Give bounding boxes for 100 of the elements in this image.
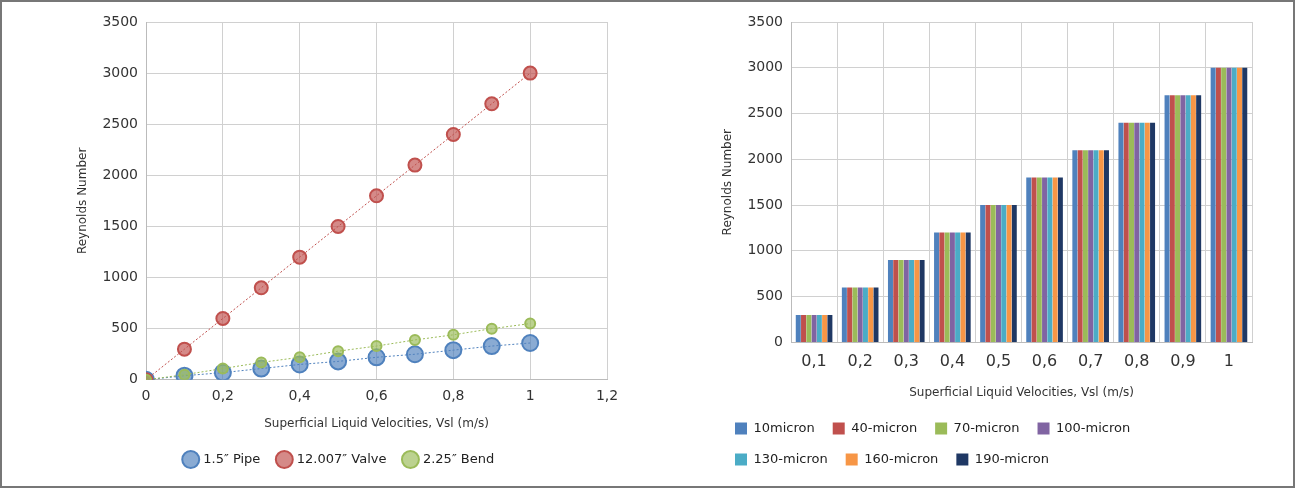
bar: [1072, 150, 1078, 342]
bar: [1180, 95, 1186, 342]
point: [176, 341, 192, 357]
bar: [1226, 67, 1232, 342]
y-tick-label: 3500: [102, 12, 139, 29]
point: [370, 340, 383, 353]
bar: [1169, 95, 1175, 342]
bar: [811, 314, 817, 342]
point: [253, 280, 269, 296]
bar: [1011, 205, 1017, 342]
bar: [1185, 95, 1191, 342]
y-tick-label: 500: [111, 319, 139, 336]
bar: [1031, 177, 1037, 342]
bar: [847, 287, 853, 342]
bar: [919, 260, 925, 342]
bar: [944, 232, 950, 342]
bar: [1144, 122, 1150, 342]
bar: [1236, 67, 1242, 342]
x-tick-label: 0: [141, 386, 151, 403]
bar: [1098, 150, 1104, 342]
bar: [1215, 67, 1221, 342]
bar: [909, 260, 915, 342]
bar: [960, 232, 966, 342]
y-tick-label: 3000: [747, 58, 784, 75]
bar: [1057, 177, 1063, 342]
point: [447, 328, 460, 341]
bar: [1088, 150, 1094, 342]
bar: [1082, 150, 1088, 342]
bar: [903, 260, 909, 342]
x-axis-title: Superficial Liquid Velocities, Vsl (m/s): [909, 384, 1134, 399]
x-tick-label: 0,2: [211, 386, 234, 403]
point: [332, 345, 345, 358]
y-tick-label: 0: [774, 333, 784, 350]
bar: [1139, 122, 1145, 342]
bar: [795, 314, 801, 342]
point: [369, 188, 385, 204]
y-tick-label: 1000: [747, 241, 784, 258]
bar: [965, 232, 971, 342]
x-tick-label: 0,6: [365, 386, 388, 403]
point: [482, 337, 501, 356]
point: [405, 345, 424, 364]
x-tick-label: 0,4: [288, 386, 311, 403]
point: [293, 351, 306, 364]
bar: [1006, 205, 1012, 342]
bar: [1103, 150, 1109, 342]
bar: [955, 232, 961, 342]
x-tick-label: 0,7: [1077, 351, 1104, 371]
y-axis-title: Reynolds Number: [720, 128, 735, 236]
bar: [1242, 67, 1248, 342]
y-tick-label: 0: [129, 370, 139, 387]
legend-label: 160-micron: [864, 450, 939, 466]
bar: [873, 287, 879, 342]
point: [215, 310, 231, 326]
bar: [1052, 177, 1058, 342]
bar: [1128, 122, 1134, 342]
bar: [1001, 205, 1007, 342]
bar: [1134, 122, 1140, 342]
y-tick-label: 2000: [102, 165, 139, 182]
bar: [1042, 177, 1048, 342]
point: [521, 334, 540, 352]
y-tick-label: 3500: [747, 12, 784, 29]
bar: [1150, 122, 1156, 342]
bar: [1190, 95, 1196, 342]
point: [292, 249, 308, 265]
bar: [841, 287, 847, 342]
bar: [980, 205, 986, 342]
bar: [852, 287, 858, 342]
bar: [898, 260, 904, 342]
x-tick-label: 0,9: [1170, 351, 1196, 371]
bar: [1123, 122, 1129, 342]
bar: [1231, 67, 1237, 342]
x-tick-label: 0,3: [893, 351, 919, 371]
y-tick-label: 2500: [747, 104, 784, 121]
bar: [827, 314, 833, 342]
point: [408, 333, 421, 346]
legend-label: 2.25″ Bend: [422, 450, 495, 466]
legend-label: 10micron: [753, 419, 815, 435]
legend-label: 190-micron: [974, 450, 1050, 466]
y-tick-label: 500: [756, 287, 784, 304]
point: [407, 157, 423, 173]
x-tick-label: 1: [1223, 351, 1235, 371]
bar: [887, 260, 893, 342]
y-tick-label: 1500: [747, 195, 784, 212]
bar: [1221, 67, 1227, 342]
y-tick-label: 2500: [102, 114, 139, 131]
y-tick-label: 2000: [747, 149, 784, 166]
bar: [1164, 95, 1170, 342]
point: [444, 341, 463, 360]
point: [524, 317, 537, 330]
x-tick-label: 0,5: [985, 351, 1012, 371]
legend-label: 40-micron: [851, 419, 918, 435]
point: [485, 322, 498, 335]
bar: [914, 260, 920, 342]
y-tick-label: 1500: [102, 217, 139, 234]
bar: [868, 287, 874, 342]
legend-label: 130-micron: [753, 450, 828, 466]
point: [330, 218, 346, 234]
bar: [1210, 67, 1216, 342]
x-tick-label: 0,8: [1124, 351, 1150, 371]
bar: [1036, 177, 1042, 342]
